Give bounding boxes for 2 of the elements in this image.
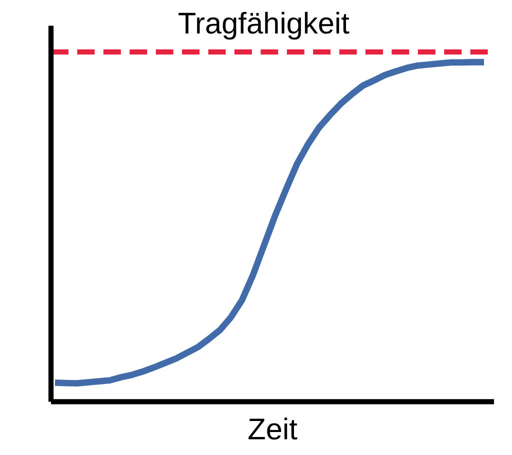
x-axis-title: Zeit [248,418,298,440]
ref-line-label: Tragfähigkeit [178,12,350,40]
